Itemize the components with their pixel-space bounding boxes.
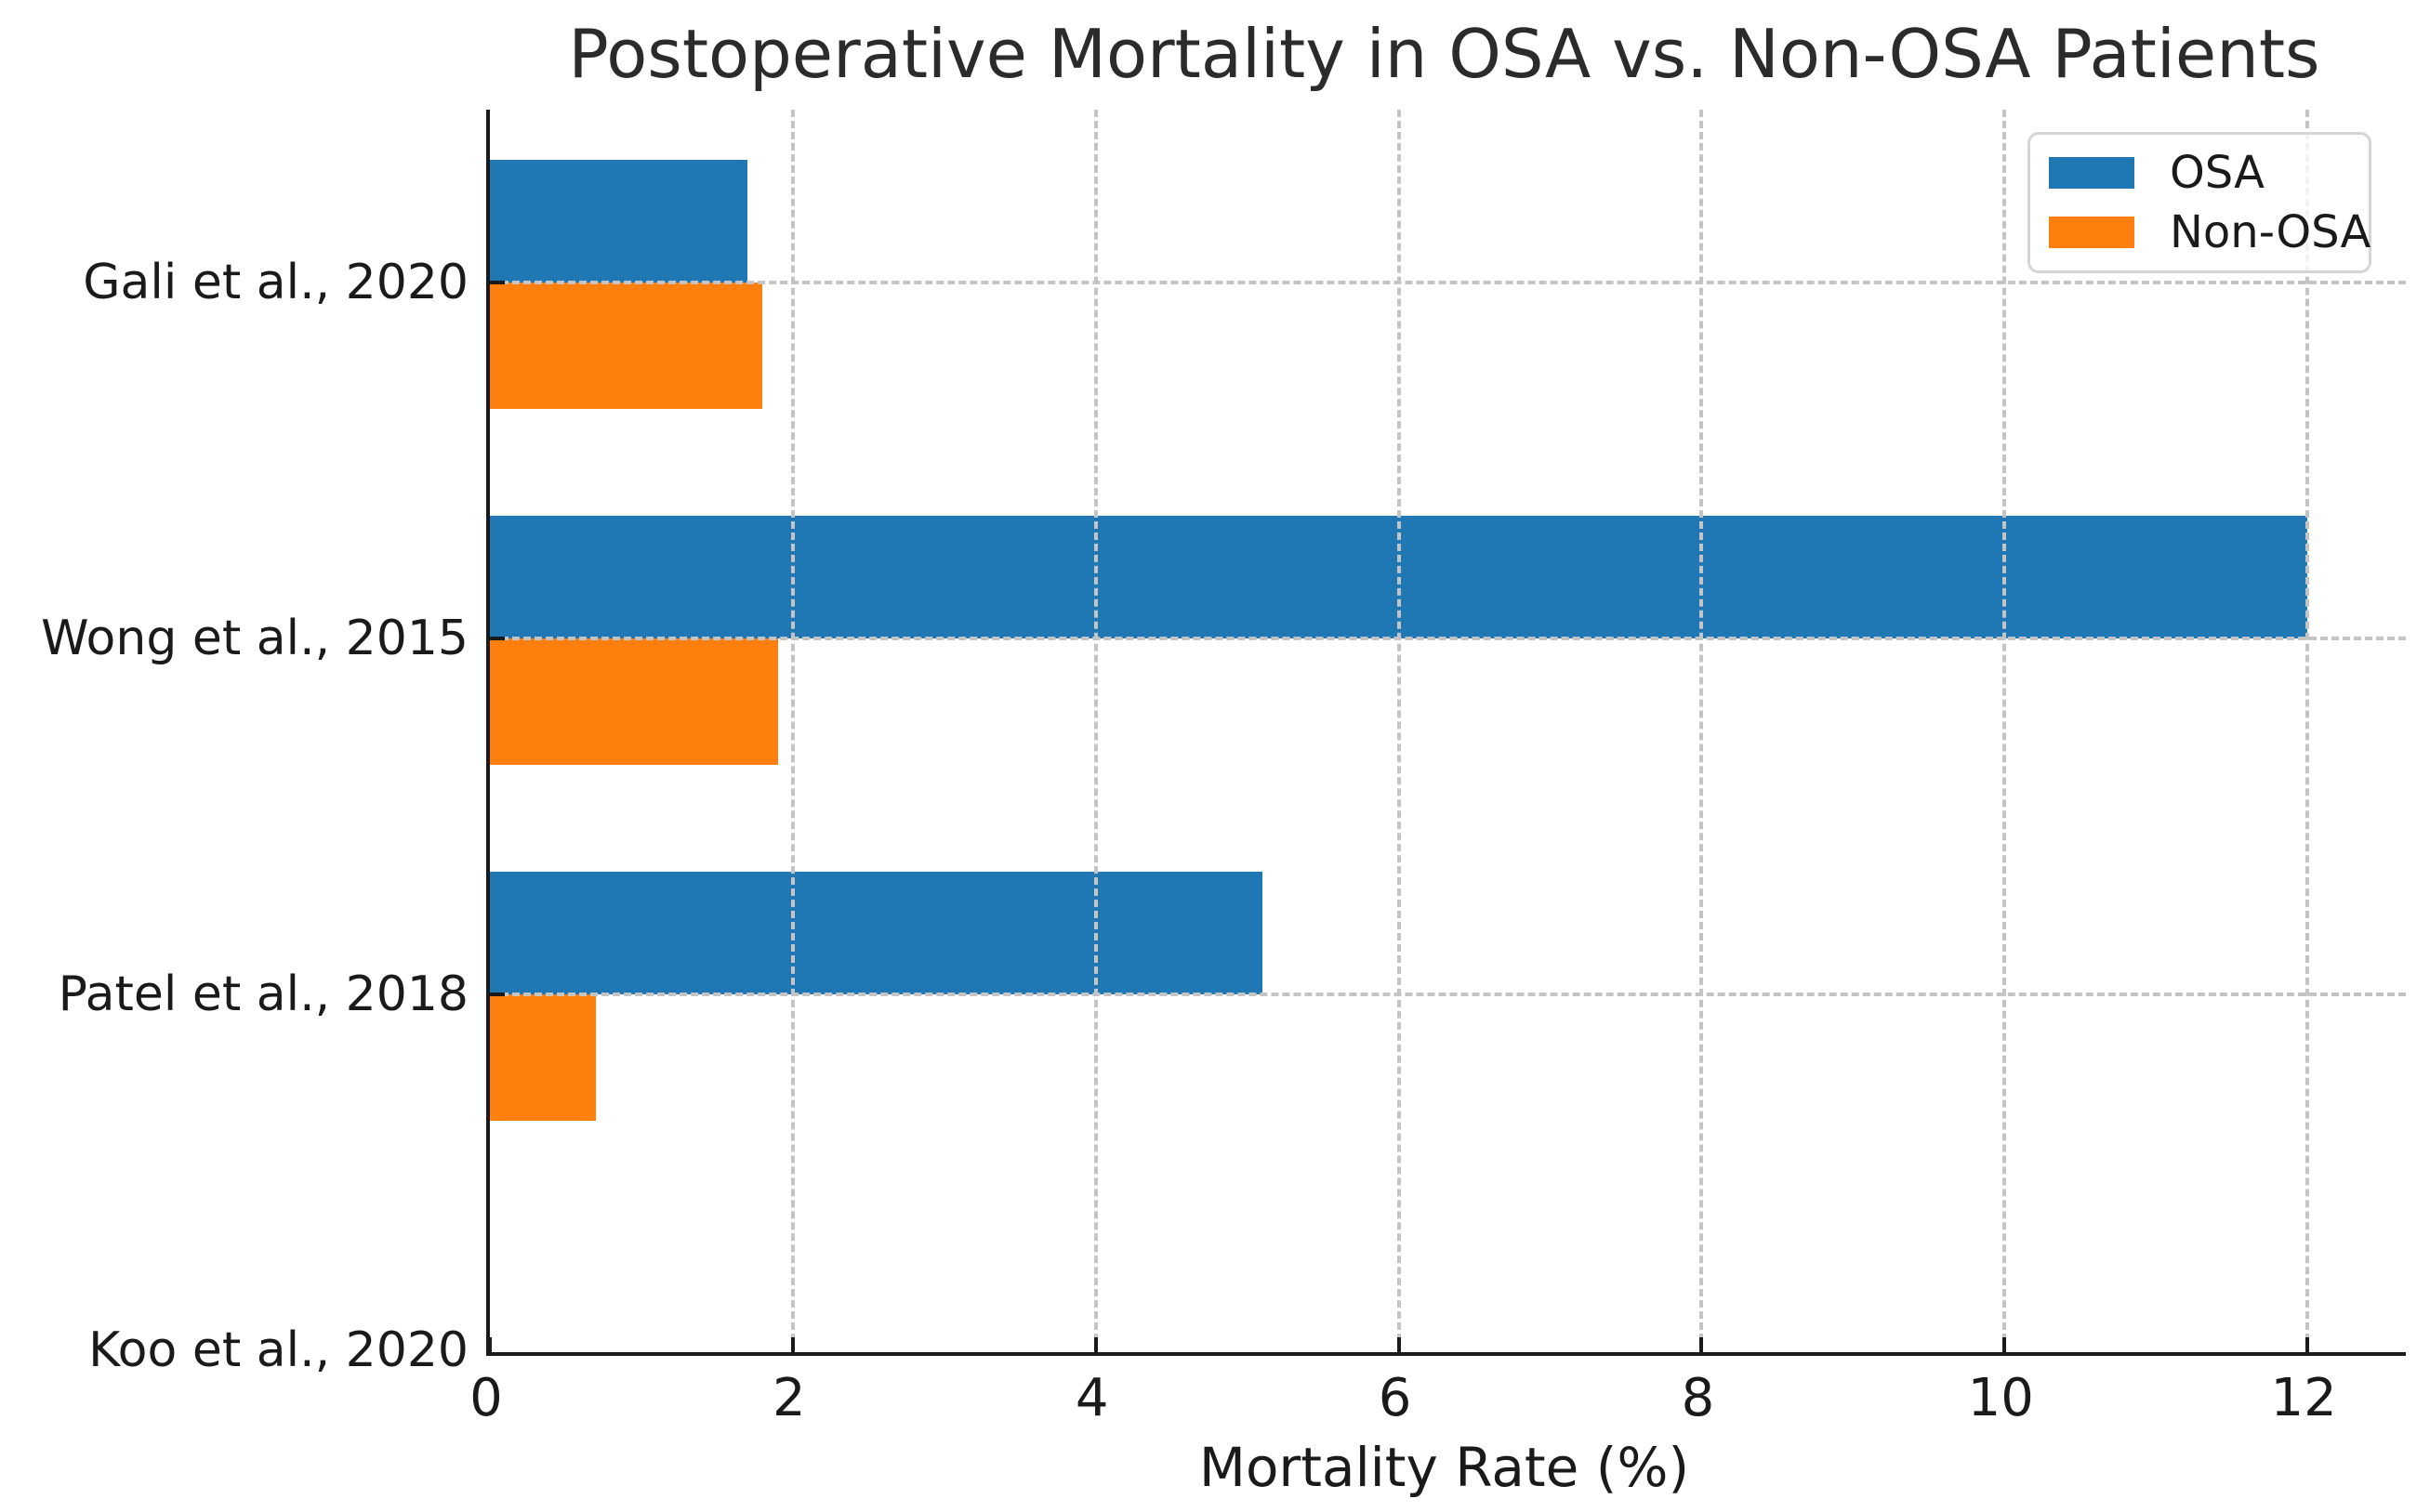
chart-title: Postoperative Mortality in OSA vs. Non-O… (568, 15, 2320, 93)
bar-non-osa (490, 638, 778, 765)
gridline-vertical (2305, 110, 2310, 1352)
y-tick-label: Koo et al., 2020 (88, 1322, 469, 1378)
osa-swatch-icon (2049, 156, 2134, 189)
y-tick-mark (490, 281, 505, 284)
x-tick-mark (790, 1337, 795, 1352)
x-tick-label: 4 (1075, 1368, 1109, 1428)
legend-label-non-osa: Non-OSA (2170, 206, 2371, 259)
x-tick-label: 0 (469, 1368, 503, 1428)
y-tick-label: Patel et al., 2018 (58, 966, 469, 1022)
y-tick-mark (490, 637, 505, 640)
bar-osa (490, 160, 747, 283)
legend-label-osa: OSA (2170, 146, 2265, 199)
plot-area (486, 110, 2406, 1356)
y-tick-label: Wong et al., 2015 (41, 611, 469, 666)
legend-item-non-osa: Non-OSA (2049, 206, 2371, 258)
y-tick-label: Gali et al., 2020 (83, 255, 469, 310)
x-tick-mark (1093, 1337, 1098, 1352)
x-tick-mark (2305, 1337, 2310, 1352)
non-osa-swatch-icon (2049, 217, 2134, 249)
x-tick-mark (1396, 1337, 1401, 1352)
gridline-vertical (2002, 110, 2007, 1352)
gridline-vertical (1699, 110, 1704, 1352)
legend: OSA Non-OSA (2027, 132, 2371, 273)
x-tick-mark (1699, 1337, 1704, 1352)
x-axis-label: Mortality Rate (%) (1198, 1436, 1690, 1499)
gridline-vertical (790, 110, 795, 1352)
gridline-vertical (1093, 110, 1098, 1352)
gridline-horizontal (490, 993, 2406, 996)
x-tick-label: 6 (1378, 1368, 1412, 1428)
x-tick-label: 8 (1681, 1368, 1715, 1428)
y-tick-mark (490, 993, 505, 996)
bar-non-osa (490, 994, 597, 1121)
x-tick-label: 12 (2270, 1368, 2337, 1428)
gridline-horizontal (490, 281, 2406, 284)
x-tick-label: 2 (773, 1368, 806, 1428)
gridline-vertical (1396, 110, 1401, 1352)
bar-non-osa (490, 283, 763, 409)
bar-osa (490, 872, 1262, 994)
x-tick-mark (2002, 1337, 2007, 1352)
legend-item-osa: OSA (2049, 147, 2350, 199)
x-tick-mark (488, 1337, 492, 1352)
x-tick-label: 10 (1967, 1368, 2034, 1428)
gridline-horizontal (490, 637, 2406, 640)
